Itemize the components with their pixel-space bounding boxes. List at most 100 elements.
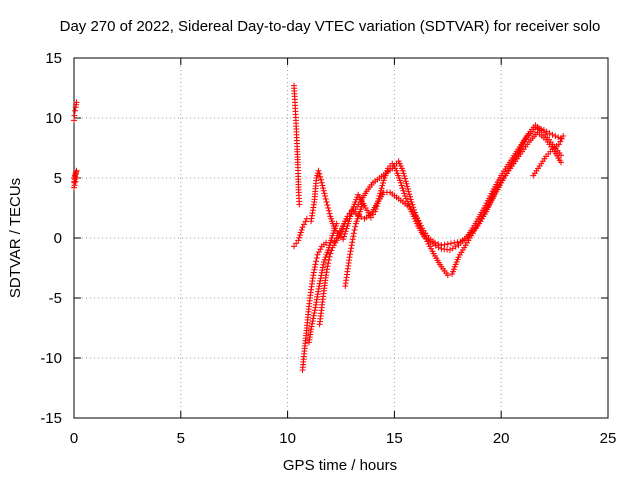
x-tick-label: 20: [493, 430, 510, 447]
data-point: [321, 193, 328, 199]
data-point: [402, 175, 409, 182]
data-point: [71, 182, 78, 189]
series-trace-e: [305, 220, 340, 346]
x-tick-label: 10: [279, 430, 296, 447]
data-point: [299, 224, 306, 231]
data-point: [311, 266, 318, 273]
series-trace-b: [299, 124, 565, 373]
data-point: [317, 277, 324, 284]
data-point: [323, 269, 330, 276]
data-point: [398, 182, 405, 189]
data-point: [538, 126, 545, 133]
data-point: [340, 233, 347, 240]
data-point: [403, 195, 410, 202]
data-point: [317, 173, 324, 180]
data-point: [404, 183, 411, 190]
data-point: [401, 190, 408, 197]
x-tick-label: 15: [386, 430, 403, 447]
data-point: [295, 237, 302, 244]
data-point: [319, 267, 326, 274]
data-point: [414, 214, 421, 221]
data-point: [71, 112, 78, 119]
data-point: [308, 323, 315, 330]
data-point: [310, 269, 317, 276]
data-point: [314, 251, 321, 258]
data-point: [400, 187, 407, 194]
data-point: [318, 179, 325, 186]
data-point: [351, 227, 358, 233]
data-point: [379, 182, 386, 189]
data-point: [320, 185, 327, 192]
data-point: [296, 234, 303, 241]
data-point: [558, 159, 565, 166]
data-point: [319, 264, 326, 271]
chart-title: Day 270 of 2022, Sidereal Day-to-day VTE…: [60, 18, 601, 35]
data-point: [349, 239, 356, 246]
data-point: [347, 248, 354, 255]
y-tick-label: -5: [49, 290, 62, 307]
data-point: [400, 170, 407, 177]
data-point: [435, 241, 442, 247]
series-spike: [291, 82, 303, 208]
data-point: [325, 207, 332, 214]
y-tick-label: 5: [54, 170, 62, 187]
data-point: [310, 315, 317, 322]
y-tick-label: 0: [54, 230, 62, 247]
data-point: [405, 188, 412, 195]
data-point: [560, 133, 567, 139]
data-point: [309, 320, 316, 327]
series-early-high: [71, 99, 80, 124]
data-point: [444, 272, 451, 279]
data-point: [317, 246, 324, 253]
data-point: [72, 107, 79, 114]
data-point: [311, 264, 318, 271]
data-point: [407, 193, 414, 200]
data-point: [320, 261, 327, 268]
data-point: [411, 209, 418, 216]
y-tick-label: -15: [40, 410, 62, 427]
data-point: [315, 249, 322, 255]
data-point: [340, 236, 347, 243]
data-point: [555, 141, 562, 148]
data-point: [408, 199, 415, 205]
data-point: [310, 312, 317, 319]
data-point: [409, 201, 416, 208]
data-point: [320, 187, 327, 194]
data-point: [316, 280, 323, 287]
data-point: [378, 185, 385, 192]
data-point: [417, 222, 424, 229]
data-point: [350, 233, 357, 240]
data-point: [549, 131, 556, 138]
data-point: [308, 326, 315, 333]
data-point: [403, 180, 410, 187]
x-tick-label: 0: [70, 430, 78, 447]
data-point: [451, 239, 458, 246]
data-point: [380, 180, 387, 186]
data-point: [406, 191, 413, 198]
data-point: [402, 193, 409, 199]
data-point: [402, 178, 409, 185]
y-tick-label: -10: [40, 350, 62, 367]
data-point: [438, 242, 445, 249]
data-point: [416, 220, 423, 227]
data-point: [441, 241, 448, 248]
data-point: [412, 212, 419, 219]
data-point: [348, 245, 355, 252]
data-point: [423, 235, 430, 242]
data-point: [311, 310, 318, 316]
data-point: [323, 199, 330, 205]
data-point: [313, 258, 320, 265]
data-point: [317, 176, 324, 183]
data-point: [318, 269, 325, 276]
data-point: [302, 218, 309, 225]
data-point: [324, 263, 331, 270]
data-point: [319, 182, 326, 189]
data-point: [341, 230, 348, 237]
y-tick-label: 10: [45, 110, 62, 127]
data-point: [557, 138, 564, 145]
data-point: [318, 272, 325, 279]
data-point: [298, 226, 305, 233]
data-point: [327, 250, 334, 257]
series-trace-f: [530, 133, 567, 179]
